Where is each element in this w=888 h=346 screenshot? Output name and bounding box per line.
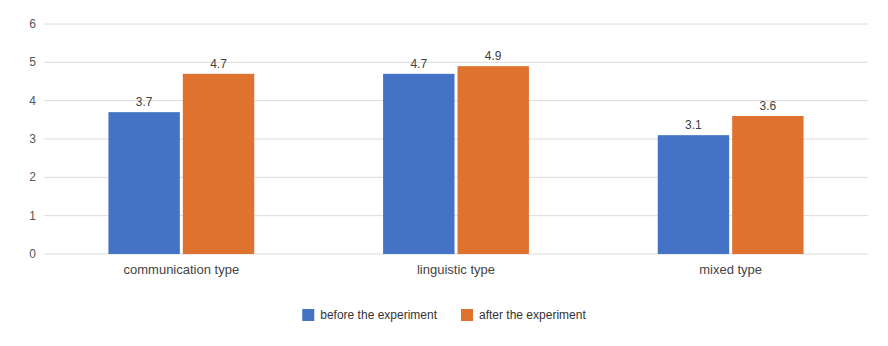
grid-line — [44, 62, 868, 63]
legend: before the experiment after the experimen… — [302, 308, 586, 322]
y-tick-label: 5 — [29, 55, 36, 69]
x-tick-label: linguistic type — [417, 262, 495, 277]
legend-swatch — [461, 309, 473, 321]
grid-line — [44, 24, 868, 25]
data-label: 4.7 — [410, 57, 427, 71]
y-tick-label: 2 — [29, 170, 36, 184]
bars — [108, 66, 803, 254]
legend-label: before the experiment — [320, 308, 437, 322]
data-label: 3.7 — [136, 95, 153, 109]
y-tick-label: 0 — [29, 247, 36, 261]
bar — [183, 74, 254, 254]
y-tick-label: 3 — [29, 132, 36, 146]
chart: 0 1 2 3 4 5 6 3.7 4.7 4.7 4.9 3.1 3.6 communication t… — [0, 0, 888, 346]
bar — [383, 74, 454, 254]
x-tick-label: mixed type — [699, 262, 762, 277]
bar — [108, 112, 179, 254]
legend-item: after the experiment — [461, 308, 586, 322]
y-tick-label: 6 — [29, 17, 36, 31]
grid-line — [44, 100, 868, 101]
x-tick-label: communication type — [124, 262, 240, 277]
bar — [732, 116, 803, 254]
legend-item: before the experiment — [302, 308, 437, 322]
data-label: 3.6 — [760, 99, 777, 113]
bar — [458, 66, 529, 254]
y-tick-label: 4 — [29, 94, 36, 108]
data-label: 3.1 — [685, 118, 702, 132]
legend-swatch — [302, 309, 314, 321]
grid — [44, 24, 868, 254]
bar — [658, 135, 729, 254]
legend-label: after the experiment — [479, 308, 586, 322]
data-labels: 3.7 4.7 4.7 4.9 3.1 3.6 — [136, 49, 777, 132]
data-label: 4.7 — [210, 57, 227, 71]
y-tick-label: 1 — [29, 209, 36, 223]
data-label: 4.9 — [485, 49, 502, 63]
